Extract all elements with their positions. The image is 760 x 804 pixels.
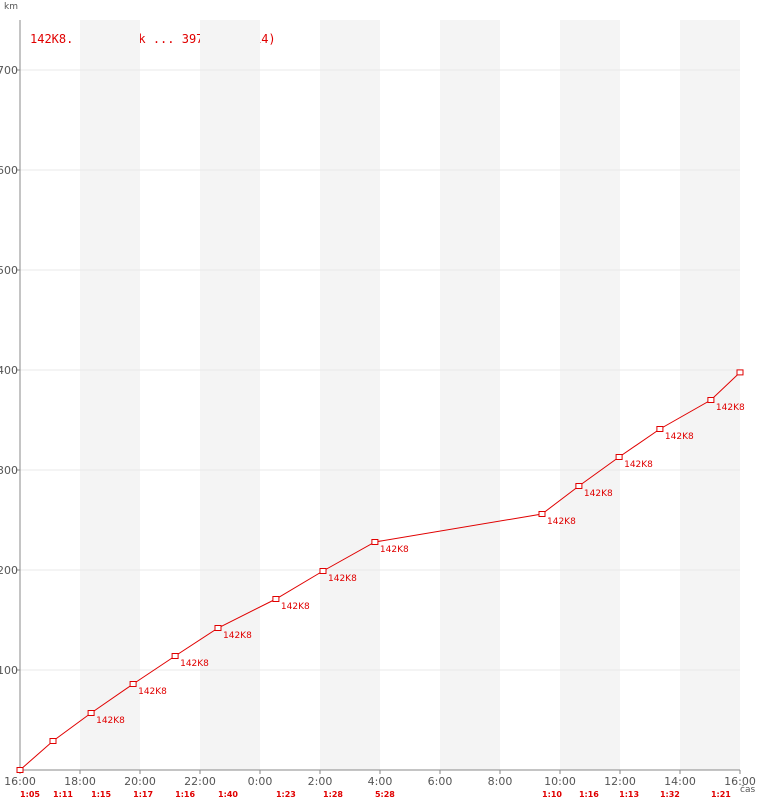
time-band	[80, 20, 140, 770]
x-tick-label: 14:00	[664, 775, 696, 788]
y-tick-label: 100	[0, 664, 18, 677]
x-tick-label: 12:00	[604, 775, 636, 788]
point	[575, 483, 583, 489]
point	[615, 454, 623, 460]
x-tick-label: 16:00	[724, 775, 756, 788]
x-tick-label: 20:00	[124, 775, 156, 788]
segment-label: 1:23	[276, 790, 296, 799]
point	[656, 426, 664, 432]
time-band	[200, 20, 260, 770]
y-tick-label: 600	[0, 164, 18, 177]
point	[272, 596, 280, 602]
y-axis-label: km	[4, 2, 18, 12]
x-tick-label: 10:00	[544, 775, 576, 788]
segment-label: 1:16	[175, 790, 195, 799]
segment-label: 1:32	[660, 790, 680, 799]
x-tick-label: 6:00	[428, 775, 453, 788]
segment-label: 1:16	[579, 790, 599, 799]
point-label: 142K8	[223, 631, 252, 641]
segment-label: 1:21	[711, 790, 731, 799]
point-label: 142K8	[665, 432, 694, 442]
x-axis-label: čas	[740, 784, 755, 795]
point	[171, 653, 179, 659]
segment-label: 5:28	[375, 790, 395, 799]
x-tick-label: 22:00	[184, 775, 216, 788]
point	[16, 767, 24, 773]
point	[736, 369, 744, 376]
point	[49, 738, 57, 744]
point-label: 142K8	[328, 574, 357, 584]
x-tick-label: 4:00	[368, 775, 393, 788]
point	[371, 539, 379, 545]
segment-label: 1:10	[542, 790, 562, 799]
segment-label: 1:13	[619, 790, 639, 799]
point-label: 142K8	[380, 545, 409, 555]
time-band	[680, 20, 740, 770]
segment-label: 1:15	[91, 790, 111, 799]
point	[129, 681, 137, 687]
segment-label: 1:40	[218, 790, 238, 799]
point	[707, 397, 715, 403]
x-tick-label: 0:00	[248, 775, 273, 788]
y-tick-label: 400	[0, 364, 18, 377]
point-label: 142K8	[281, 602, 310, 612]
time-band	[440, 20, 500, 770]
point	[214, 625, 222, 631]
point-label: 142K8	[180, 659, 209, 669]
x-tick-label: 8:00	[488, 775, 513, 788]
y-tick-label: 700	[0, 64, 18, 77]
point	[538, 511, 546, 517]
point-label: 142K8	[138, 687, 167, 697]
x-tick-label: 2:00	[308, 775, 333, 788]
point	[87, 710, 95, 716]
segment-label: 1:28	[323, 790, 343, 799]
segment-label: 1:11	[53, 790, 73, 799]
y-tick-label: 500	[0, 264, 18, 277]
point	[319, 568, 327, 574]
segment-label: 1:17	[133, 790, 153, 799]
y-tick-label: 300	[0, 464, 18, 477]
time-band	[320, 20, 380, 770]
time-band	[560, 20, 620, 770]
point-label: 142K8	[624, 460, 653, 470]
point-label: 142K8	[547, 517, 576, 527]
point-label: 142K8	[96, 716, 125, 726]
point-label: 142K8	[584, 489, 613, 499]
segment-label: 1:05	[20, 790, 40, 799]
x-tick-label: 16:00	[4, 775, 36, 788]
y-tick-label: 200	[0, 564, 18, 577]
x-tick-label: 18:00	[64, 775, 96, 788]
point-label: 142K8	[716, 403, 745, 413]
